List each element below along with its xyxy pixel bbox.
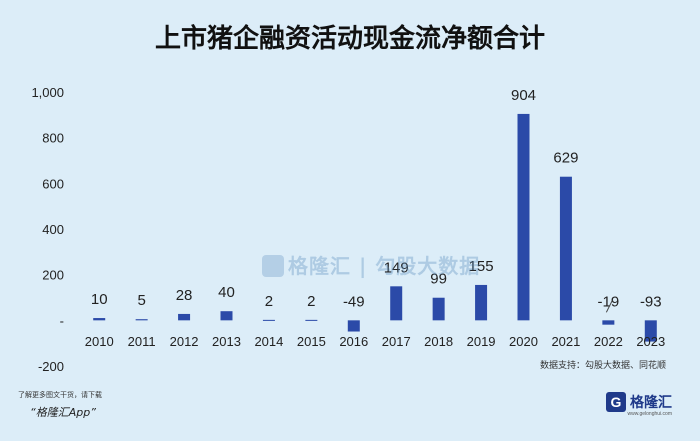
watermark-text: 格隆汇 | 勾股大数据 <box>288 254 481 278</box>
data-label-2015: 2 <box>307 293 315 310</box>
y-tick-label: 800 <box>42 131 64 146</box>
bar-2016 <box>347 320 360 332</box>
x-tick-label-2023: 2023 <box>636 334 665 349</box>
y-tick-label: -200 <box>38 359 64 374</box>
bar-2015 <box>305 319 318 321</box>
y-tick-label: - <box>60 313 64 328</box>
footer-app-name: “格隆汇App” <box>30 406 96 419</box>
brand-logo: G 格隆汇 www.gelonghui.com <box>606 392 672 417</box>
data-label-2021: 629 <box>553 150 578 167</box>
bar-2012 <box>178 313 191 321</box>
chart-title: 上市猪企融资活动现金流净额合计 <box>154 24 545 54</box>
footer-note: 了解更多图文干货，请下载 <box>18 391 102 399</box>
x-tick-label-2014: 2014 <box>254 334 283 349</box>
data-label-2013: 40 <box>218 284 235 301</box>
bar-2011 <box>135 319 148 321</box>
data-label-2016: -49 <box>343 293 365 310</box>
x-tick-label-2018: 2018 <box>424 334 453 349</box>
bar-2020 <box>517 113 530 321</box>
x-tick-label-2022: 2022 <box>594 334 623 349</box>
y-tick-label: 600 <box>42 176 64 191</box>
data-label-2010: 10 <box>91 291 108 308</box>
brand-name: 格隆汇 <box>630 395 672 411</box>
brand-logo-icon: G <box>606 392 626 412</box>
x-tick-label-2020: 2020 <box>509 334 538 349</box>
label-leader-line <box>605 300 613 313</box>
bar-2021 <box>559 176 572 321</box>
y-tick-label: 1,000 <box>31 85 64 100</box>
data-label-2012: 28 <box>176 287 193 304</box>
bar-2018 <box>432 297 445 321</box>
data-label-2018: 99 <box>430 271 447 288</box>
data-label-2020: 904 <box>511 87 536 104</box>
x-tick-label-2010: 2010 <box>85 334 114 349</box>
y-tick-label: 400 <box>42 222 64 237</box>
x-tick-label-2011: 2011 <box>128 334 156 349</box>
bar-2017 <box>390 286 403 321</box>
bar-2013 <box>220 311 233 321</box>
x-tick-label-2015: 2015 <box>297 334 326 349</box>
bar-2019 <box>475 284 488 321</box>
bar-2014 <box>262 319 275 321</box>
x-tick-label-2021: 2021 <box>551 334 580 349</box>
data-label-2022: -19 <box>598 293 620 310</box>
watermark: 格隆汇 | 勾股大数据 <box>262 250 480 279</box>
bar-2023 <box>644 320 657 342</box>
data-source-note: 数据支持：勾股大数据、同花顺 <box>539 361 666 371</box>
x-tick-label-2016: 2016 <box>339 334 368 349</box>
data-label-2014: 2 <box>265 293 273 310</box>
data-label-2011: 5 <box>137 292 145 309</box>
x-tick-label-2017: 2017 <box>382 334 411 349</box>
x-tick-label-2012: 2012 <box>170 334 199 349</box>
bar-2022 <box>602 320 615 325</box>
data-label-2023: -93 <box>640 293 662 310</box>
x-tick-label-2013: 2013 <box>212 334 241 349</box>
y-tick-label: 200 <box>42 268 64 283</box>
x-tick-label-2019: 2019 <box>467 334 496 349</box>
data-label-2017: 149 <box>384 259 409 276</box>
bar-2010 <box>93 318 106 321</box>
brand-url: www.gelonghui.com <box>627 411 672 417</box>
data-label-2019: 155 <box>469 258 494 275</box>
watermark-logo-icon <box>262 255 284 277</box>
